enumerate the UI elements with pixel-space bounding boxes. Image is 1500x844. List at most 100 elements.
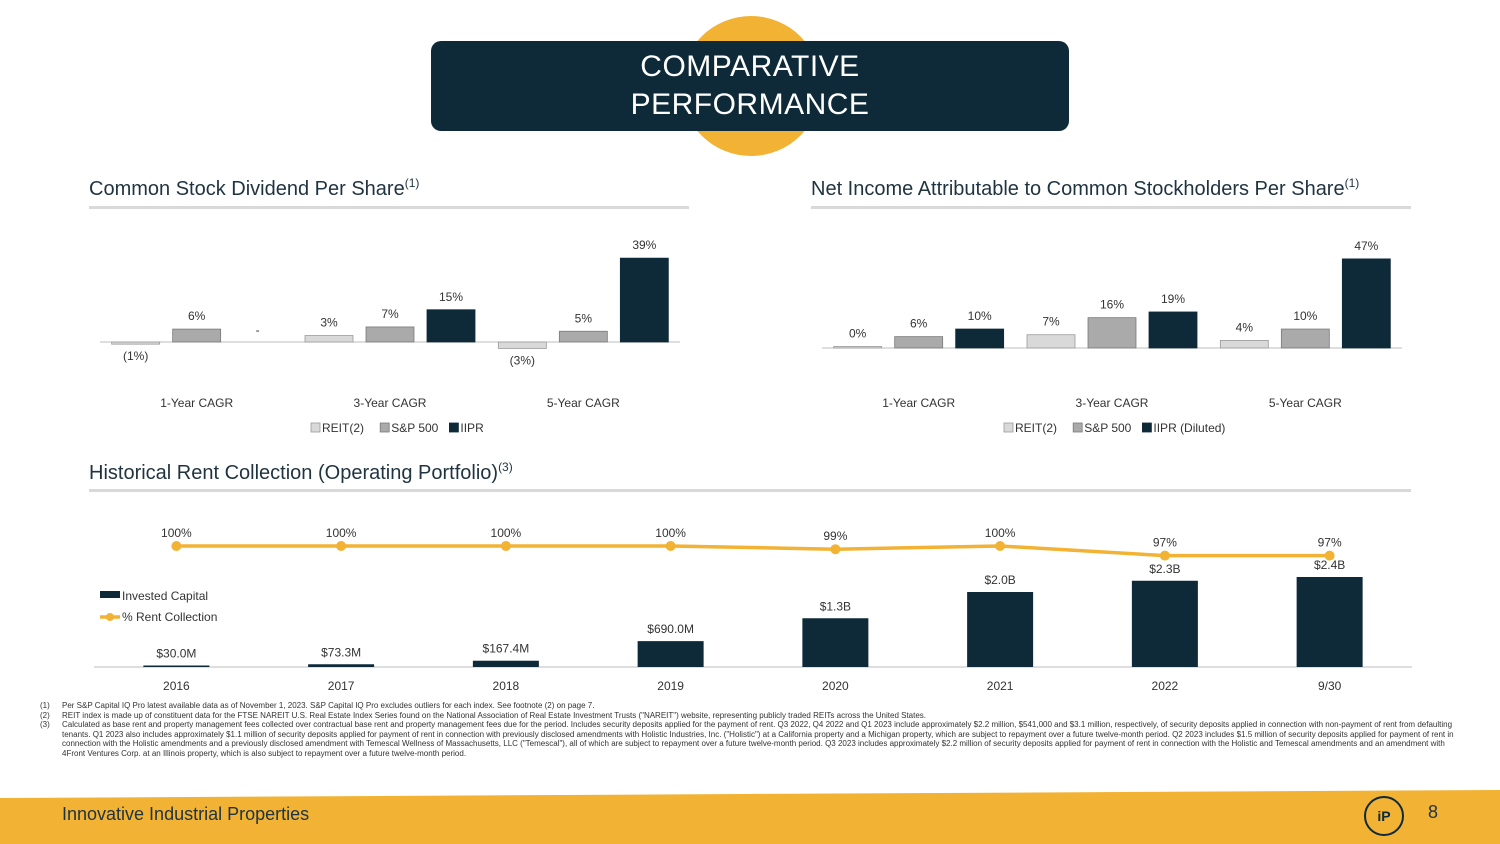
dividend-section-title: Common Stock Dividend Per Share(1) [89,176,419,201]
rent-collection-label: 99% [823,529,847,543]
bar-s-p-500 [1280,328,1330,349]
footnotes: (1) Per S&P Capital IQ Pro latest availab… [40,701,1460,759]
legend-swatch [1003,422,1014,433]
bar-label-reit-2-: 4% [1236,320,1254,334]
legend-swatch-invested-capital [100,591,120,598]
legend-label: REIT(2) [1015,421,1057,435]
rent-section-rule [89,489,1411,492]
bar-iipr-diluted- [955,328,1005,349]
bar-reit-2- [111,341,161,345]
bar-label-invested-capital: $167.4M [483,642,530,656]
legend-swatch [379,422,390,433]
page-title: COMPARATIVE PERFORMANCE [431,41,1069,131]
rent-collection-label: 100% [491,526,522,540]
bar-label-reit-2-: 7% [1042,315,1060,329]
bar-label-invested-capital: $2.3B [1149,562,1180,576]
category-label: 3-Year CAGR [1076,396,1149,410]
category-label: 5-Year CAGR [1269,396,1342,410]
legend-label-invested-capital: Invested Capital [122,589,208,603]
legend-swatch [310,422,321,433]
footnote-2: (2) REIT index is made up of constituent … [40,710,927,720]
bar-invested-capital [967,592,1034,667]
bar-label-iipr-diluted-: 19% [1161,292,1185,306]
bar-iipr [619,257,669,343]
net-income-title-sup: (1) [1344,176,1360,190]
bar-label-iipr: 15% [439,290,463,304]
bar-label-invested-capital: $73.3M [321,645,361,659]
legend-label: REIT(2) [322,421,364,435]
legend-label-rent-collection: % Rent Collection [122,610,217,624]
dividend-title-text: Common Stock Dividend Per Share [89,178,405,200]
category-label: 3-Year CAGR [354,396,427,410]
bar-reit-2- [1219,340,1269,349]
net-income-chart: 0% 6% 10% 1-Year CAGR 7% 16% 19% 3-Year CAGR 4% 1… [822,239,1402,435]
legend-marker-rent-collection [106,613,114,621]
bar-label-s-p-500: 6% [910,317,928,331]
rent-collection-point [995,541,1006,551]
bar-reit-2- [304,335,354,343]
bar-invested-capital [802,618,869,667]
category-label: 2020 [822,679,849,693]
rent-collection-point [830,544,841,555]
rent-collection-point [500,541,511,551]
footnote-3: (3) Calculated as base rent and property … [40,720,1454,758]
bar-iipr-diluted- [1148,311,1198,349]
category-label: 2016 [163,679,190,693]
bar-s-p-500 [365,326,415,343]
category-label: 1-Year CAGR [882,396,955,410]
legend-swatch [448,422,459,433]
bar-label-iipr-diluted-: 47% [1354,239,1378,253]
bar-label-invested-capital: $2.4B [1314,558,1345,572]
rent-collection-label: 100% [326,526,357,540]
footnote-1: (1) Per S&P Capital IQ Pro latest availab… [40,701,595,710]
bar-invested-capital [472,660,539,667]
category-label: 9/30 [1318,679,1342,693]
footer-bar [0,790,1500,844]
rent-title-sup: (3) [498,460,513,474]
rent-collection-line [176,544,1330,558]
page-title-line1: COMPARATIVE [640,50,860,83]
bar-reit-2- [833,346,883,349]
rent-collection-point [336,541,347,551]
bar-label-s-p-500: 10% [1293,309,1317,323]
bar-label-reit-2-: (1%) [123,349,148,363]
legend-swatch [1072,422,1083,433]
bar-s-p-500 [558,330,608,343]
bar-label-reit-2-: 0% [849,327,867,341]
net-income-section-title: Net Income Attributable to Common Stockh… [811,176,1359,201]
rent-collection-label: 97% [1318,536,1342,550]
category-label: 2021 [987,679,1014,693]
bar-s-p-500 [894,336,944,349]
rent-section-title: Historical Rent Collection (Operating Po… [89,460,513,485]
bar-label-iipr: - [256,323,260,337]
bar-label-reit-2-: (3%) [510,353,535,367]
page-title-line2: PERFORMANCE [630,88,870,121]
net-income-title-text: Net Income Attributable to Common Stockh… [811,178,1345,200]
legend-label: IIPR [460,421,484,435]
rent-collection-label: 97% [1153,536,1177,550]
bar-iipr-diluted- [1341,258,1391,349]
footer-company-name: Innovative Industrial Properties [62,804,310,824]
legend-label: IIPR (Diluted) [1153,421,1225,435]
dividend-title-sup: (1) [404,176,420,190]
page-number: 8 [1428,802,1439,822]
net-income-section-rule [811,206,1411,209]
bar-iipr [426,309,476,343]
bar-label-s-p-500: 7% [381,307,399,321]
rent-collection-point [665,541,676,551]
bar-invested-capital [143,665,210,667]
legend-label: S&P 500 [391,421,438,435]
bar-label-s-p-500: 6% [188,309,206,323]
category-label: 2018 [493,679,520,693]
rent-collection-chart: $30.0M 2016 $73.3M 2017 $167.4M 2018 $690.0M 20… [94,526,1412,693]
legend-swatch [1142,422,1152,433]
category-label: 5-Year CAGR [547,396,620,410]
bar-invested-capital [1296,577,1363,667]
bar-label-s-p-500: 16% [1100,298,1124,312]
bar-invested-capital [637,641,704,667]
bar-label-iipr-diluted-: 10% [968,309,992,323]
rent-collection-label: 100% [161,526,192,540]
rent-collection-point [171,541,182,551]
bar-s-p-500 [172,328,222,343]
dividend-section-rule [89,206,689,209]
